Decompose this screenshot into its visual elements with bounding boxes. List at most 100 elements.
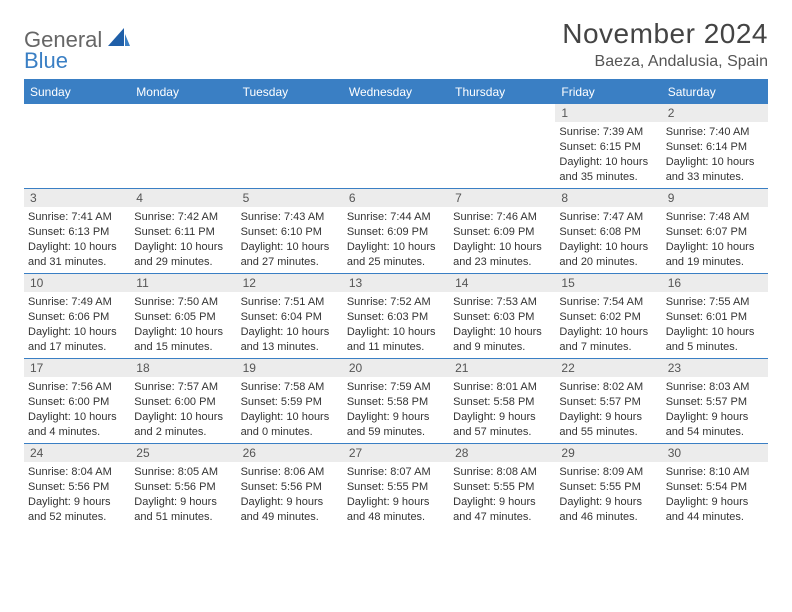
day-number: 2 — [662, 104, 768, 122]
day-content: Sunrise: 7:49 AMSunset: 6:06 PMDaylight:… — [24, 294, 130, 356]
sunrise-text: Sunrise: 8:01 AM — [453, 380, 553, 395]
day-content: Sunrise: 7:46 AMSunset: 6:09 PMDaylight:… — [449, 209, 555, 271]
sunrise-text: Sunrise: 7:43 AM — [241, 210, 341, 225]
daylight-text: Daylight: 10 hours and 13 minutes. — [241, 325, 341, 355]
daylight-text: Daylight: 9 hours and 55 minutes. — [559, 410, 659, 440]
daylight-text: Daylight: 9 hours and 47 minutes. — [453, 495, 553, 525]
calendar-day — [130, 104, 236, 189]
day-number: 6 — [343, 189, 449, 207]
sail-icon — [108, 28, 130, 53]
sunset-text: Sunset: 5:56 PM — [28, 480, 128, 495]
day-number: 9 — [662, 189, 768, 207]
calendar-week: 3Sunrise: 7:41 AMSunset: 6:13 PMDaylight… — [24, 189, 768, 274]
day-number: 3 — [24, 189, 130, 207]
sunset-text: Sunset: 5:56 PM — [241, 480, 341, 495]
sunrise-text: Sunrise: 7:47 AM — [559, 210, 659, 225]
calendar-day: 17Sunrise: 7:56 AMSunset: 6:00 PMDayligh… — [24, 359, 130, 444]
daylight-text: Daylight: 10 hours and 25 minutes. — [347, 240, 447, 270]
calendar-day: 11 Sunrise: 7:50 AMSunset: 6:05 PMDayligh… — [130, 274, 236, 359]
calendar-day: 1Sunrise: 7:39 AMSunset: 6:15 PMDaylight… — [555, 104, 661, 189]
calendar-week: 17Sunrise: 7:56 AMSunset: 6:00 PMDayligh… — [24, 359, 768, 444]
daylight-text: Daylight: 10 hours and 9 minutes. — [453, 325, 553, 355]
daylight-text: Daylight: 10 hours and 11 minutes. — [347, 325, 447, 355]
sunset-text: Sunset: 5:56 PM — [134, 480, 234, 495]
calendar-day: 7Sunrise: 7:46 AMSunset: 6:09 PMDaylight… — [449, 189, 555, 274]
day-number: 11 — [130, 274, 236, 292]
calendar-day: 30Sunrise: 8:10 AMSunset: 5:54 PMDayligh… — [662, 444, 768, 529]
dayname-sunday: Sunday — [24, 80, 130, 104]
day-number: 20 — [343, 359, 449, 377]
calendar-day: 5Sunrise: 7:43 AMSunset: 6:10 PMDaylight… — [237, 189, 343, 274]
day-number: 29 — [555, 444, 661, 462]
calendar-day: 24Sunrise: 8:04 AMSunset: 5:56 PMDayligh… — [24, 444, 130, 529]
daylight-text: Daylight: 9 hours and 48 minutes. — [347, 495, 447, 525]
sunset-text: Sunset: 6:01 PM — [666, 310, 766, 325]
day-content: Sunrise: 7:53 AMSunset: 6:03 PMDaylight:… — [449, 294, 555, 356]
day-number: 12 — [237, 274, 343, 292]
sunset-text: Sunset: 6:03 PM — [453, 310, 553, 325]
sunset-text: Sunset: 6:00 PM — [134, 395, 234, 410]
calendar-day — [449, 104, 555, 189]
dayname-friday: Friday — [555, 80, 661, 104]
calendar-day: 21Sunrise: 8:01 AMSunset: 5:58 PMDayligh… — [449, 359, 555, 444]
day-number: 17 — [24, 359, 130, 377]
location-text: Baeza, Andalusia, Spain — [562, 53, 768, 71]
daylight-text: Daylight: 10 hours and 31 minutes. — [28, 240, 128, 270]
sunrise-text: Sunrise: 7:51 AM — [241, 295, 341, 310]
sunrise-text: Sunrise: 7:54 AM — [559, 295, 659, 310]
daylight-text: Daylight: 10 hours and 2 minutes. — [134, 410, 234, 440]
day-number: 22 — [555, 359, 661, 377]
calendar-week: 1Sunrise: 7:39 AMSunset: 6:15 PMDaylight… — [24, 104, 768, 189]
sunrise-text: Sunrise: 8:03 AM — [666, 380, 766, 395]
calendar-day: 16Sunrise: 7:55 AMSunset: 6:01 PMDayligh… — [662, 274, 768, 359]
day-content: Sunrise: 8:07 AMSunset: 5:55 PMDaylight:… — [343, 464, 449, 526]
sunrise-text: Sunrise: 7:44 AM — [347, 210, 447, 225]
sunrise-text: Sunrise: 7:49 AM — [28, 295, 128, 310]
daylight-text: Daylight: 9 hours and 49 minutes. — [241, 495, 341, 525]
logo-word2: Blue — [24, 48, 68, 73]
day-number: 21 — [449, 359, 555, 377]
day-number: 14 — [449, 274, 555, 292]
daylight-text: Daylight: 10 hours and 0 minutes. — [241, 410, 341, 440]
sunset-text: Sunset: 6:13 PM — [28, 225, 128, 240]
day-number: 16 — [662, 274, 768, 292]
sunset-text: Sunset: 6:08 PM — [559, 225, 659, 240]
calendar-day: 13Sunrise: 7:52 AMSunset: 6:03 PMDayligh… — [343, 274, 449, 359]
sunrise-text: Sunrise: 7:58 AM — [241, 380, 341, 395]
daylight-text: Daylight: 10 hours and 27 minutes. — [241, 240, 341, 270]
sunset-text: Sunset: 6:09 PM — [453, 225, 553, 240]
calendar-week: 10 Sunrise: 7:49 AMSunset: 6:06 PMDayligh… — [24, 274, 768, 359]
dayname-monday: Monday — [130, 80, 236, 104]
calendar-day: 10 Sunrise: 7:49 AMSunset: 6:06 PMDayligh… — [24, 274, 130, 359]
sunset-text: Sunset: 5:58 PM — [347, 395, 447, 410]
day-number: 27 — [343, 444, 449, 462]
day-content: Sunrise: 7:50 AMSunset: 6:05 PMDaylight:… — [130, 294, 236, 356]
calendar-page: General November 2024 Baeza, Andalusia, … — [0, 0, 792, 541]
sunset-text: Sunset: 6:11 PM — [134, 225, 234, 240]
sunset-text: Sunset: 5:57 PM — [559, 395, 659, 410]
calendar-day: 18 Sunrise: 7:57 AMSunset: 6:00 PMDayligh… — [130, 359, 236, 444]
calendar-day: 14 Sunrise: 7:53 AMSunset: 6:03 PMDayligh… — [449, 274, 555, 359]
day-number: 19 — [237, 359, 343, 377]
day-number: 18 — [130, 359, 236, 377]
daylight-text: Daylight: 10 hours and 4 minutes. — [28, 410, 128, 440]
sunset-text: Sunset: 6:04 PM — [241, 310, 341, 325]
day-content: Sunrise: 8:10 AMSunset: 5:54 PMDaylight:… — [662, 464, 768, 526]
daylight-text: Daylight: 10 hours and 19 minutes. — [666, 240, 766, 270]
day-content: Sunrise: 8:04 AMSunset: 5:56 PMDaylight:… — [24, 464, 130, 526]
day-content: Sunrise: 7:42 AMSunset: 6:11 PMDaylight:… — [130, 209, 236, 271]
calendar-day: 2Sunrise: 7:40 AMSunset: 6:14 PMDaylight… — [662, 104, 768, 189]
sunrise-text: Sunrise: 8:07 AM — [347, 465, 447, 480]
day-content: Sunrise: 8:09 AMSunset: 5:55 PMDaylight:… — [555, 464, 661, 526]
day-content: Sunrise: 8:02 AMSunset: 5:57 PMDaylight:… — [555, 379, 661, 441]
day-number: 4 — [130, 189, 236, 207]
daylight-text: Daylight: 10 hours and 29 minutes. — [134, 240, 234, 270]
day-number: 10 — [24, 274, 130, 292]
sunset-text: Sunset: 5:59 PM — [241, 395, 341, 410]
sunrise-text: Sunrise: 7:57 AM — [134, 380, 234, 395]
calendar-day: 3Sunrise: 7:41 AMSunset: 6:13 PMDaylight… — [24, 189, 130, 274]
daylight-text: Daylight: 10 hours and 20 minutes. — [559, 240, 659, 270]
page-title: November 2024 — [562, 18, 768, 50]
day-content: Sunrise: 7:51 AMSunset: 6:04 PMDaylight:… — [237, 294, 343, 356]
header: General November 2024 Baeza, Andalusia, … — [24, 18, 768, 71]
